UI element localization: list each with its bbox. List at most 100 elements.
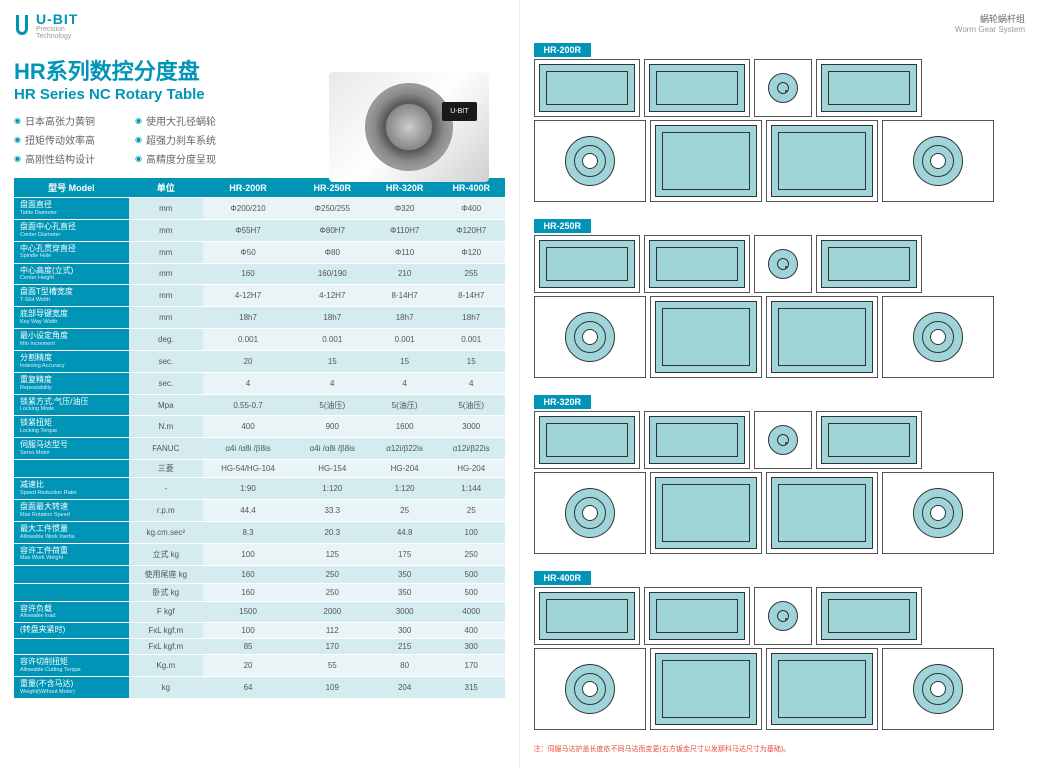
spec-cell: 175 bbox=[371, 543, 438, 565]
spec-cell: 25 bbox=[371, 499, 438, 521]
row-label: 容许工件荷重Max Work Weight bbox=[14, 543, 129, 565]
feature-item: 超强力刹车系统 bbox=[135, 132, 216, 147]
spec-cell: 55 bbox=[293, 655, 371, 677]
drawing-top-view bbox=[534, 59, 640, 117]
spec-cell: 4-12H7 bbox=[203, 285, 293, 307]
row-label: 盘面T型槽宽度T-Slot Width bbox=[14, 285, 129, 307]
variant-block: HR-320R bbox=[534, 392, 1026, 554]
unit-cell: Mpa bbox=[129, 394, 203, 416]
feature-item: 日本高张力黄铜 bbox=[14, 113, 95, 128]
spec-cell: 18h7 bbox=[293, 307, 371, 329]
row-label: 伺服马达型号Servo Motor bbox=[14, 438, 129, 460]
spec-cell: 4 bbox=[438, 372, 505, 394]
row-label: 分割精度Indexing Accuracy bbox=[14, 350, 129, 372]
row-label: 中心高度(立式)Center Height bbox=[14, 263, 129, 285]
brand-sub1: Precision bbox=[36, 26, 78, 33]
spec-cell: Φ55H7 bbox=[203, 219, 293, 241]
drawing-side-view bbox=[650, 472, 762, 554]
spec-cell: 4000 bbox=[438, 601, 505, 623]
drawing-top-view bbox=[644, 411, 750, 469]
row-label: 盘面最大转速Max Rotation Speed bbox=[14, 499, 129, 521]
spec-cell: α4i /α8i /β8is bbox=[293, 438, 371, 460]
spec-cell: 4-12H7 bbox=[293, 285, 371, 307]
spec-cell: 25 bbox=[438, 499, 505, 521]
spec-cell: 0.001 bbox=[371, 329, 438, 351]
spec-cell: 0.55-0.7 bbox=[203, 394, 293, 416]
spec-cell: 160/190 bbox=[293, 263, 371, 285]
spec-cell: 3000 bbox=[438, 416, 505, 438]
spec-cell: 5(油压) bbox=[371, 394, 438, 416]
unit-cell: 三菱 bbox=[129, 460, 203, 478]
unit-cell: sec. bbox=[129, 350, 203, 372]
row-label: 重复精度Repeatability bbox=[14, 372, 129, 394]
drawing-page: 蜗轮蜗杆组 Worm Gear System HR-200R HR-250R H… bbox=[520, 0, 1039, 768]
spec-cell: 112 bbox=[293, 623, 371, 639]
spec-cell: 170 bbox=[293, 639, 371, 655]
drawing-top-view bbox=[644, 59, 750, 117]
spec-cell: 204 bbox=[371, 677, 438, 699]
spec-cell: 1:120 bbox=[293, 478, 371, 500]
drawing-top-view bbox=[816, 587, 922, 645]
spec-cell: 85 bbox=[203, 639, 293, 655]
unit-cell: 卧式 kg bbox=[129, 583, 203, 601]
drawing-side-view bbox=[766, 648, 878, 730]
spec-cell: 5(油压) bbox=[293, 394, 371, 416]
spec-cell: 18h7 bbox=[438, 307, 505, 329]
spec-page: U-BIT Precision Technology HR系列数控分度盘 HR … bbox=[0, 0, 520, 768]
spec-cell: 100 bbox=[203, 623, 293, 639]
spec-cell: 315 bbox=[438, 677, 505, 699]
variant-block: HR-250R bbox=[534, 216, 1026, 378]
spec-cell: 100 bbox=[438, 521, 505, 543]
spec-cell: 160 bbox=[203, 263, 293, 285]
drawing-rear-view bbox=[882, 472, 994, 554]
drawing-rear-view bbox=[882, 648, 994, 730]
variant-block: HR-400R bbox=[534, 568, 1026, 730]
drawing-side-view bbox=[766, 472, 878, 554]
drawing-side-small bbox=[754, 59, 812, 117]
drawing-front-view bbox=[534, 648, 646, 730]
feature-item: 高精度分度呈现 bbox=[135, 151, 216, 166]
unit-cell: mm bbox=[129, 285, 203, 307]
spec-cell: HG-204 bbox=[438, 460, 505, 478]
drawing-top-view bbox=[644, 587, 750, 645]
product-image bbox=[329, 72, 489, 182]
variant-block: HR-200R bbox=[534, 40, 1026, 202]
unit-cell: mm bbox=[129, 263, 203, 285]
spec-cell: 18h7 bbox=[371, 307, 438, 329]
spec-cell: Φ200/210 bbox=[203, 198, 293, 220]
spec-cell: 20 bbox=[203, 655, 293, 677]
spec-cell: 500 bbox=[438, 583, 505, 601]
spec-cell: 350 bbox=[371, 583, 438, 601]
unit-cell: mm bbox=[129, 198, 203, 220]
unit-cell: mm bbox=[129, 219, 203, 241]
logo-icon bbox=[14, 15, 30, 37]
spec-cell: 300 bbox=[438, 639, 505, 655]
spec-cell: 8-14H7 bbox=[438, 285, 505, 307]
row-label: 最大工件惯量Allowable Work Inertia bbox=[14, 521, 129, 543]
spec-cell: Φ400 bbox=[438, 198, 505, 220]
feature-item: 使用大孔径蜗轮 bbox=[135, 113, 216, 128]
spec-cell: 125 bbox=[293, 543, 371, 565]
spec-cell: 109 bbox=[293, 677, 371, 699]
spec-cell: Φ120 bbox=[438, 241, 505, 263]
spec-cell: 0.001 bbox=[438, 329, 505, 351]
row-label: 盘面中心孔直径Center Diameter bbox=[14, 219, 129, 241]
spec-cell: 80 bbox=[371, 655, 438, 677]
logo: U-BIT Precision Technology bbox=[14, 12, 505, 40]
spec-cell: Φ50 bbox=[203, 241, 293, 263]
row-label bbox=[14, 639, 129, 655]
feature-item: 高刚性结构设计 bbox=[14, 151, 95, 166]
row-label bbox=[14, 583, 129, 601]
spec-cell: Φ120H7 bbox=[438, 219, 505, 241]
spec-cell: 100 bbox=[203, 543, 293, 565]
unit-cell: FxL kgf.m bbox=[129, 623, 203, 639]
unit-cell: 使用尾座 kg bbox=[129, 565, 203, 583]
brand-sub2: Technology bbox=[36, 33, 78, 40]
spec-cell: 1500 bbox=[203, 601, 293, 623]
drawing-top-view bbox=[816, 59, 922, 117]
spec-cell: 4 bbox=[371, 372, 438, 394]
drawing-rear-view bbox=[882, 296, 994, 378]
variant-tag: HR-400R bbox=[534, 571, 592, 585]
drawing-rear-view bbox=[882, 120, 994, 202]
drawing-side-view bbox=[766, 120, 878, 202]
